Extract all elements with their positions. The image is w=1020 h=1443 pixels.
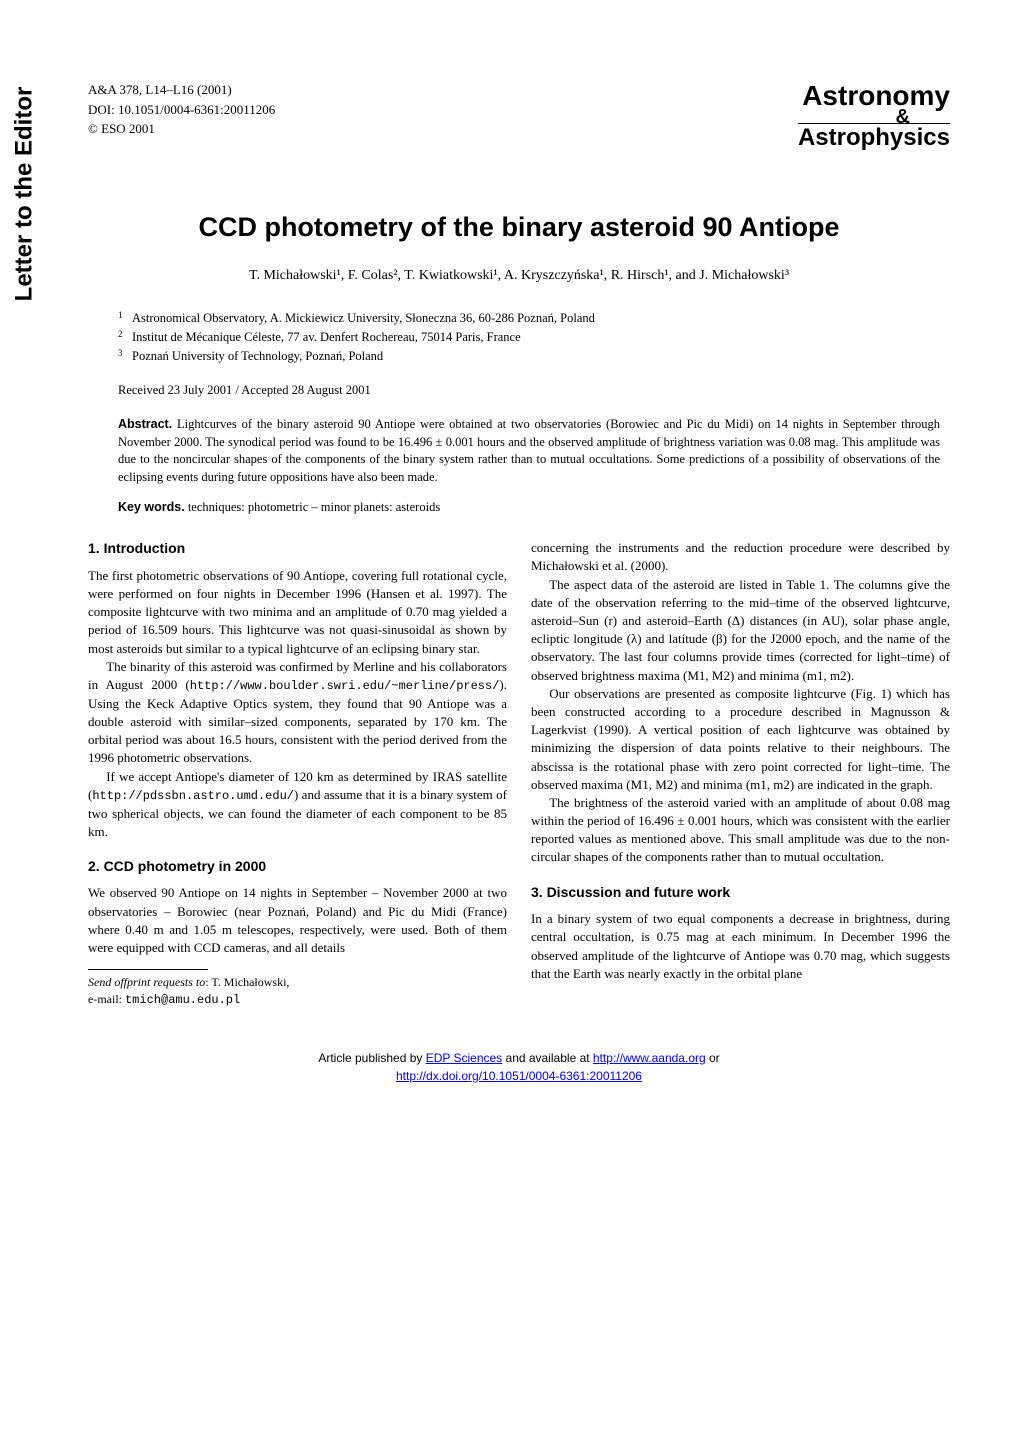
footer-link-doi[interactable]: http://dx.doi.org/10.1051/0004-6361:2001… <box>396 1069 642 1083</box>
footnote: Send offprint requests to: T. Michałowsk… <box>88 974 507 1009</box>
affiliation-item: 2 Institut de Mécanique Céleste, 77 av. … <box>118 328 950 347</box>
affil-number: 2 <box>118 328 132 347</box>
affiliations: 1 Astronomical Observatory, A. Mickiewic… <box>118 309 950 365</box>
abstract-label: Abstract. <box>118 417 172 431</box>
abstract: Abstract. Lightcurves of the binary aste… <box>118 416 940 486</box>
received-accepted-dates: Received 23 July 2001 / Accepted 28 Augu… <box>118 383 950 398</box>
journal-name-2: Astrophysics <box>798 123 950 152</box>
column-left: 1. Introduction The first photometric ob… <box>88 539 507 1009</box>
footer-text: or <box>706 1051 720 1065</box>
paragraph: If we accept Antiope's diameter of 120 k… <box>88 768 507 841</box>
paragraph: We observed 90 Antiope on 14 nights in S… <box>88 884 507 957</box>
keywords: Key words. techniques: photometric – min… <box>118 500 950 515</box>
footnote-name: : T. Michałowski, <box>205 975 289 989</box>
abstract-text: Lightcurves of the binary asteroid 90 An… <box>118 417 940 484</box>
section-heading-intro: 1. Introduction <box>88 539 507 559</box>
footnote-separator <box>88 969 208 970</box>
affiliation-item: 3 Poznań University of Technology, Pozna… <box>118 347 950 366</box>
doi: DOI: 10.1051/0004-6361:20011206 <box>88 100 275 120</box>
header-meta: A&A 378, L14–L16 (2001) DOI: 10.1051/000… <box>88 80 275 139</box>
footer: Article published by EDP Sciences and av… <box>88 1049 950 1085</box>
footer-text: and available at <box>502 1051 593 1065</box>
url-text: http://www.boulder.swri.edu/~merline/pre… <box>190 679 500 693</box>
affiliation-item: 1 Astronomical Observatory, A. Mickiewic… <box>118 309 950 328</box>
paragraph: concerning the instruments and the reduc… <box>531 539 950 575</box>
paragraph: The aspect data of the asteroid are list… <box>531 576 950 685</box>
main-content: A&A 378, L14–L16 (2001) DOI: 10.1051/000… <box>48 0 1020 1105</box>
journal-logo: Astronomy & Astrophysics <box>798 80 950 152</box>
paragraph: The binarity of this asteroid was confir… <box>88 658 507 768</box>
copyright: © ESO 2001 <box>88 119 275 139</box>
affil-number: 3 <box>118 347 132 366</box>
affil-text: Astronomical Observatory, A. Mickiewicz … <box>132 309 595 328</box>
footer-link-publisher[interactable]: EDP Sciences <box>426 1051 502 1065</box>
affil-text: Institut de Mécanique Céleste, 77 av. De… <box>132 328 521 347</box>
section-heading-discussion: 3. Discussion and future work <box>531 883 950 903</box>
affil-text: Poznań University of Technology, Poznań,… <box>132 347 383 366</box>
body-columns: 1. Introduction The first photometric ob… <box>88 539 950 1009</box>
article-title: CCD photometry of the binary asteroid 90… <box>88 212 950 243</box>
paragraph: The first photometric observations of 90… <box>88 567 507 658</box>
sidebar: Letter to the Editor <box>0 0 48 1105</box>
header: A&A 378, L14–L16 (2001) DOI: 10.1051/000… <box>88 80 950 152</box>
keywords-text: techniques: photometric – minor planets:… <box>188 500 440 514</box>
column-right: concerning the instruments and the reduc… <box>531 539 950 1009</box>
url-text: http://pdssbn.astro.umd.edu/ <box>92 789 294 803</box>
affil-number: 1 <box>118 309 132 328</box>
footnote-label: Send offprint requests to <box>88 975 205 989</box>
footer-link-journal[interactable]: http://www.aanda.org <box>593 1051 706 1065</box>
paragraph: The brightness of the asteroid varied wi… <box>531 794 950 867</box>
footnote-email-label: e-mail: <box>88 992 125 1006</box>
journal-name-1: Astronomy <box>798 80 950 112</box>
footer-text: Article published by <box>318 1051 425 1065</box>
sidebar-label: Letter to the Editor <box>10 87 38 302</box>
authors: T. Michałowski¹, F. Colas², T. Kwiatkows… <box>88 268 950 284</box>
citation: A&A 378, L14–L16 (2001) <box>88 80 275 100</box>
footnote-email: tmich@amu.edu.pl <box>125 993 240 1007</box>
paragraph: Our observations are presented as compos… <box>531 685 950 794</box>
keywords-label: Key words. <box>118 500 185 514</box>
paragraph: In a binary system of two equal componen… <box>531 910 950 983</box>
section-heading-ccd: 2. CCD photometry in 2000 <box>88 857 507 877</box>
